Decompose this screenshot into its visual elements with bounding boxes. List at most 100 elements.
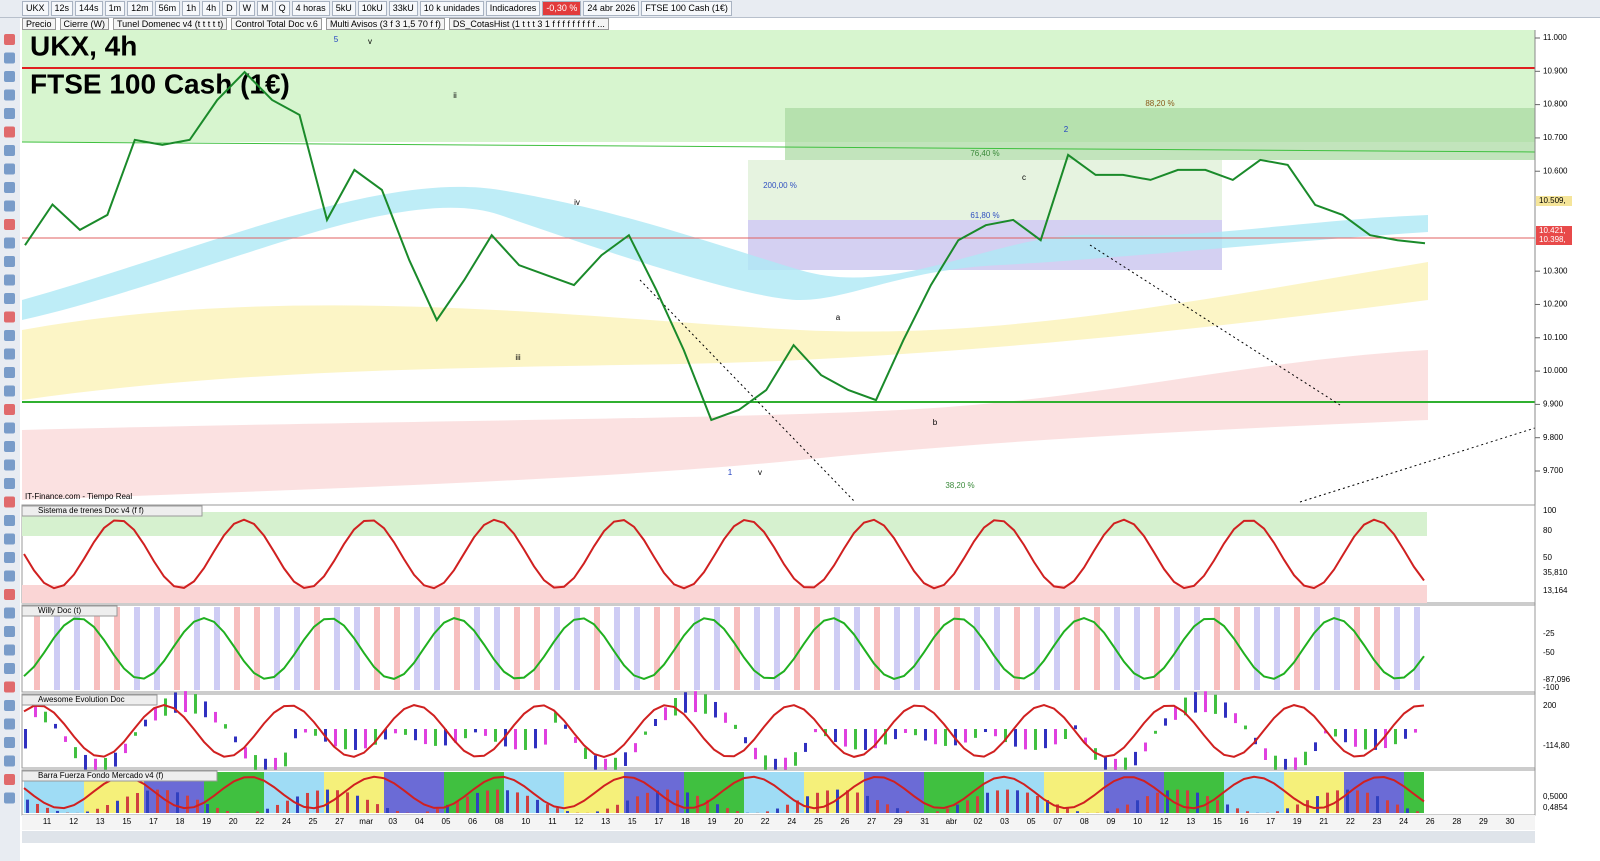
histo-bar	[744, 737, 747, 744]
interval-button[interactable]: W	[238, 1, 256, 16]
force-bar	[1356, 790, 1359, 813]
force-bar	[326, 789, 329, 813]
force-bar	[56, 810, 59, 813]
histo-bar	[1004, 729, 1007, 743]
signal-bar	[834, 607, 840, 690]
interval-button[interactable]: 56m	[154, 1, 181, 16]
signal-bar	[354, 607, 360, 690]
force-bar	[816, 792, 819, 813]
panel-axis-label: 80	[1543, 526, 1552, 535]
force-bar	[956, 804, 959, 813]
histo-bar	[784, 757, 787, 775]
date-label: 17	[654, 817, 663, 826]
histo-bar	[864, 729, 867, 750]
histo-bar	[894, 729, 897, 740]
oscillator-line	[23, 617, 1425, 680]
units-button[interactable]: 5kU	[331, 1, 356, 16]
date-label: 10	[1133, 817, 1142, 826]
bg-bar	[384, 772, 394, 813]
interval-button[interactable]: M	[257, 1, 273, 16]
force-bar	[186, 795, 189, 813]
date-label: 21	[1319, 817, 1328, 826]
signal-bar	[634, 607, 640, 690]
bg-bar	[274, 772, 284, 813]
interval-button[interactable]: Q	[274, 1, 290, 16]
force-bar	[426, 811, 429, 813]
units-button[interactable]: 10kU	[357, 1, 387, 16]
force-bar	[216, 807, 219, 813]
date-label: 05	[442, 817, 451, 826]
histo-bar	[1014, 729, 1017, 747]
indicator-tab[interactable]: Multi Avisos (3 f 3 1,5 70 f f)	[325, 18, 445, 30]
indicator-tab[interactable]: Control Total Doc v.6	[231, 18, 322, 30]
signal-bar	[1154, 607, 1160, 690]
interval-button[interactable]: 12s	[50, 1, 74, 16]
bg-bar	[854, 772, 864, 813]
price-tick-label: 9.700	[1543, 466, 1564, 475]
interval-button[interactable]: 12m	[127, 1, 153, 16]
force-bar	[726, 808, 729, 813]
tool-icon	[4, 441, 15, 452]
indicator-tab[interactable]: Cierre (W)	[59, 18, 110, 30]
units-button[interactable]: 33kU	[388, 1, 418, 16]
histo-bar	[1274, 755, 1277, 772]
date-label: 26	[841, 817, 850, 826]
histo-bar	[1294, 757, 1297, 774]
signal-bar	[34, 607, 40, 690]
date-label: 19	[708, 817, 717, 826]
histo-bar	[1384, 729, 1387, 749]
tool-icon	[4, 774, 15, 785]
price-tick-label: 10.900	[1543, 66, 1568, 75]
indicator-tab[interactable]: DS_CotasHist (1 t t t 3 1 f f f f f f f …	[448, 18, 609, 30]
force-bar	[126, 796, 129, 813]
bg-bar	[84, 772, 94, 813]
histo-bar	[194, 694, 197, 714]
interval-button[interactable]: 144s	[75, 1, 103, 16]
histo-bar	[804, 742, 807, 752]
signal-bar	[94, 607, 100, 690]
histo-bar	[834, 729, 837, 742]
tool-icon	[4, 385, 15, 397]
units-select[interactable]: 10 k unidades	[419, 1, 484, 16]
signal-bar	[974, 607, 980, 690]
bg-bar	[64, 772, 74, 813]
force-bar	[1296, 804, 1299, 813]
histo-bar	[64, 736, 67, 742]
histo-bar	[924, 729, 927, 741]
interval-button[interactable]: 1m	[104, 1, 126, 16]
bg-bar	[304, 772, 314, 813]
histo-bar	[1144, 742, 1147, 752]
signal-bar	[794, 607, 800, 690]
signal-bar	[274, 607, 280, 690]
histo-bar	[524, 729, 527, 750]
interval-button[interactable]: D	[222, 1, 237, 16]
bg-bar	[814, 772, 824, 813]
bg-bar	[1264, 772, 1274, 813]
bg-bar	[974, 772, 984, 813]
interval-select[interactable]: 4 horas	[291, 1, 330, 16]
force-bar	[1116, 808, 1119, 813]
interval-button[interactable]: 4h	[202, 1, 221, 16]
signal-bar	[1074, 607, 1080, 690]
indicators-button[interactable]: Indicadores	[485, 1, 541, 16]
symbol-select[interactable]: UKX	[22, 1, 49, 16]
histo-bar	[244, 747, 247, 759]
bg-bar	[984, 772, 994, 813]
signal-bar	[1314, 607, 1320, 690]
force-bar	[526, 795, 529, 813]
indicator-tab[interactable]: Tunel Domenec v4 (t t t t t)	[113, 18, 228, 30]
tool-icon	[4, 237, 15, 249]
indicator-tab[interactable]: Precio	[22, 18, 56, 30]
force-bar	[1166, 790, 1169, 813]
annotation: 2	[1064, 125, 1069, 134]
signal-bar	[614, 607, 620, 690]
force-bar	[1006, 789, 1009, 813]
bg-bar	[134, 772, 144, 813]
date-label: mar	[359, 817, 373, 826]
bg-bar	[704, 772, 714, 813]
force-bar	[636, 796, 639, 813]
interval-button[interactable]: 1h	[182, 1, 201, 16]
date-label: 23	[1373, 817, 1382, 826]
force-bar	[1406, 808, 1409, 813]
histo-bar	[934, 729, 937, 745]
